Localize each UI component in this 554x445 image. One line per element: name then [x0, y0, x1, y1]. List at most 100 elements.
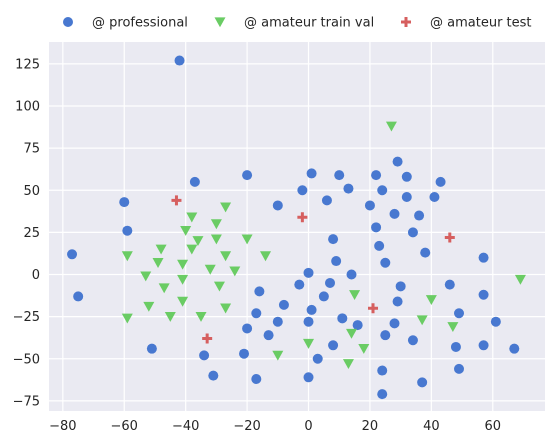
tick-labels: −80 −60 −40 −20 0 20 40 60 −75 −50 −25 0 25 50 75 100 12…	[13, 57, 502, 434]
data-point	[395, 281, 406, 292]
data-point	[450, 341, 461, 352]
y-tick-label: 25	[23, 226, 40, 241]
data-point	[371, 170, 382, 181]
data-point	[242, 323, 253, 334]
data-point	[146, 343, 157, 354]
y-tick-label: 0	[32, 268, 40, 283]
legend-label: @ amateur train val	[244, 16, 374, 31]
data-point	[407, 335, 418, 346]
data-point	[306, 304, 317, 315]
data-point	[328, 234, 339, 245]
series-group	[171, 195, 455, 344]
data-point	[278, 299, 289, 310]
data-point	[140, 271, 152, 282]
data-point	[174, 55, 185, 66]
data-point	[294, 279, 305, 290]
data-point	[392, 296, 403, 307]
data-point	[364, 200, 375, 211]
series-group	[121, 121, 526, 370]
data-point	[377, 185, 388, 196]
data-point	[177, 259, 189, 270]
data-point	[303, 338, 315, 349]
data-point	[414, 210, 425, 221]
data-point	[297, 212, 308, 223]
data-point	[119, 197, 130, 208]
data-point	[342, 359, 354, 370]
data-point	[306, 168, 317, 179]
legend-label: @ professional	[92, 16, 188, 31]
data-point	[208, 370, 219, 381]
data-point	[346, 269, 357, 280]
data-point	[435, 176, 446, 187]
y-tick-label: −50	[13, 352, 40, 367]
data-point	[389, 208, 400, 219]
legend-marker	[214, 17, 226, 28]
data-point	[334, 170, 345, 181]
data-point	[429, 192, 440, 203]
data-point	[272, 316, 283, 327]
data-point	[220, 303, 232, 314]
data-point	[195, 311, 207, 322]
data-point	[303, 267, 314, 278]
data-point	[380, 330, 391, 341]
data-point	[204, 264, 216, 275]
data-point	[272, 350, 284, 361]
y-tick-label: −75	[13, 394, 40, 409]
data-point	[447, 322, 459, 332]
data-point	[220, 202, 232, 213]
data-point	[155, 244, 167, 255]
series-group	[67, 55, 520, 400]
data-point	[416, 315, 428, 326]
data-point	[210, 234, 222, 245]
data-point	[321, 195, 332, 206]
x-tick-label: −60	[111, 419, 138, 434]
data-point	[251, 373, 262, 384]
data-point	[143, 301, 155, 312]
data-point	[425, 295, 437, 306]
data-point	[303, 372, 314, 383]
data-point	[202, 333, 213, 344]
data-point	[186, 212, 198, 223]
data-point	[177, 274, 189, 285]
legend-item: @ amateur test	[401, 16, 532, 31]
data-point	[122, 225, 133, 236]
data-point	[371, 222, 382, 233]
data-point	[352, 320, 363, 331]
data-point	[349, 290, 361, 300]
data-point	[444, 279, 455, 290]
x-tick-label: 20	[362, 419, 379, 434]
data-point	[478, 289, 489, 300]
data-point	[297, 185, 308, 196]
y-tick-label: 125	[15, 57, 40, 72]
data-point	[312, 353, 323, 364]
data-point	[454, 363, 465, 374]
x-tick-label: 40	[423, 419, 440, 434]
data-point	[490, 316, 501, 327]
data-point	[444, 232, 455, 243]
data-point	[121, 251, 133, 262]
data-point	[189, 176, 200, 187]
data-point	[164, 311, 176, 322]
y-tick-label: 50	[23, 184, 40, 199]
data-point	[254, 286, 265, 297]
data-point	[325, 277, 336, 288]
data-point	[358, 343, 370, 354]
data-points	[67, 55, 526, 400]
data-point	[67, 249, 78, 260]
data-point	[220, 251, 232, 262]
data-point	[478, 252, 489, 263]
data-point	[331, 256, 342, 267]
data-point	[272, 200, 283, 211]
data-point	[229, 266, 241, 277]
legend-label: @ amateur test	[430, 16, 532, 31]
data-point	[241, 234, 253, 245]
plot-area	[49, 42, 545, 411]
data-point	[385, 121, 397, 132]
data-point	[343, 183, 354, 194]
data-point	[328, 340, 339, 351]
data-point	[263, 330, 274, 341]
data-point	[392, 156, 403, 167]
data-point	[239, 348, 250, 359]
